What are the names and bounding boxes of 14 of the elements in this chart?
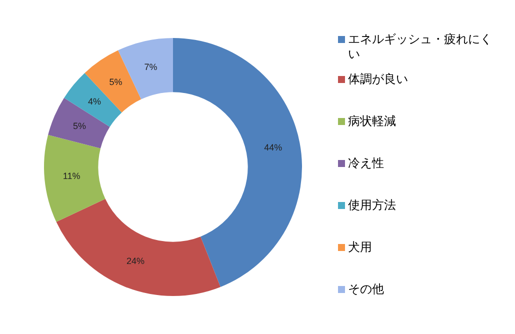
data-label: 44% [264, 142, 282, 152]
legend-label: 病状軽減 [348, 114, 396, 129]
data-label: 7% [144, 62, 158, 72]
data-label: 24% [126, 256, 144, 266]
data-label: 4% [88, 96, 101, 107]
legend-label: 冷え性 [348, 156, 384, 171]
data-label: 11% [62, 171, 80, 182]
data-label: 5% [72, 121, 86, 132]
data-label: 5% [109, 77, 122, 88]
legend-label: 体調が良い [348, 72, 408, 87]
legend-label: エネルギッシュ・疲れにくい [348, 32, 493, 62]
legend-label: その他 [348, 282, 384, 297]
legend-label: 犬用 [348, 240, 372, 255]
legend-label: 使用方法 [348, 198, 396, 213]
